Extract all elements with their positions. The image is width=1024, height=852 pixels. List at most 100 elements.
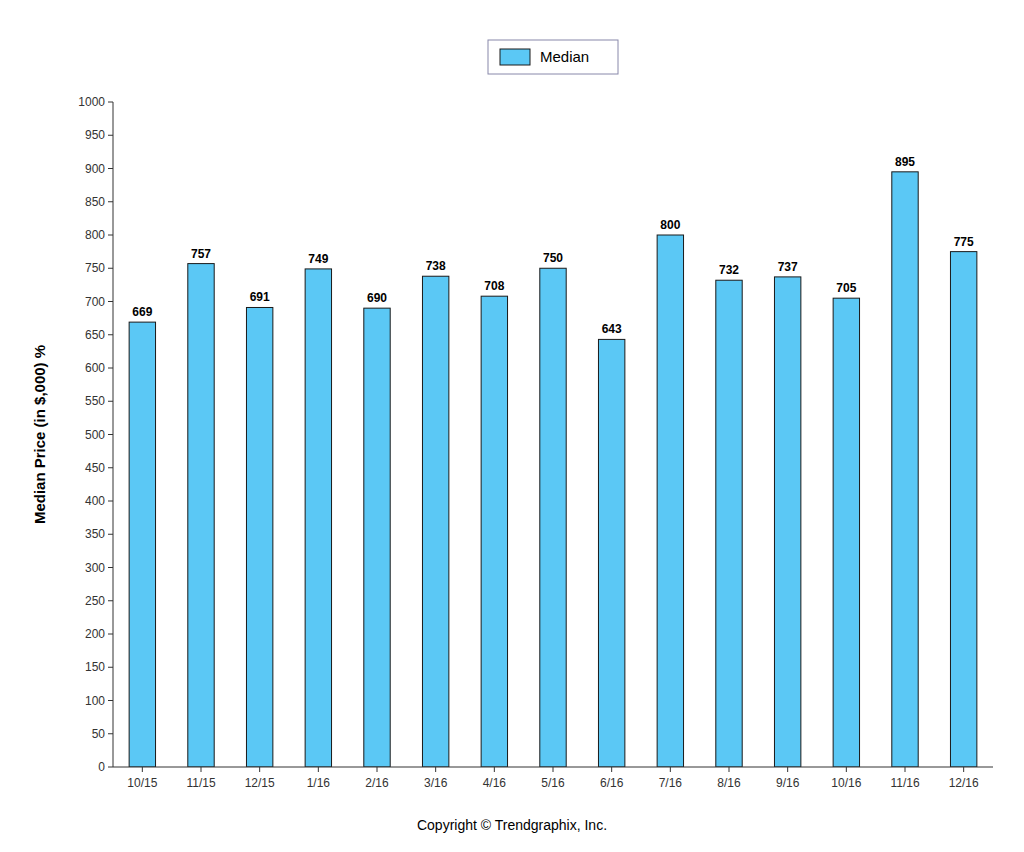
- y-tick: [108, 700, 113, 701]
- x-tick: [963, 767, 964, 772]
- y-tick: [108, 334, 113, 335]
- data-label: 708: [484, 279, 504, 293]
- x-tick-label: 9/16: [776, 776, 800, 790]
- data-label: 690: [367, 291, 387, 305]
- x-tick: [553, 767, 554, 772]
- x-tick-label: 7/16: [659, 776, 683, 790]
- bar: [657, 235, 683, 767]
- y-tick: [108, 467, 113, 468]
- y-tick: [108, 368, 113, 369]
- y-tick: [108, 301, 113, 302]
- data-label: 749: [308, 252, 328, 266]
- y-tick: [108, 201, 113, 202]
- x-tick: [259, 767, 260, 772]
- y-tick-label: 900: [85, 162, 105, 176]
- y-tick-label: 800: [85, 228, 105, 242]
- x-tick: [201, 767, 202, 772]
- y-tick-label: 0: [98, 760, 105, 774]
- legend-label: Median: [540, 48, 589, 65]
- data-label: 732: [719, 263, 739, 277]
- y-tick: [108, 135, 113, 136]
- y-tick: [108, 534, 113, 535]
- bar: [364, 308, 390, 767]
- bar: [598, 339, 624, 767]
- annotation: Copyright © Trendgraphix, Inc.: [417, 817, 607, 833]
- chart-container: 669 757 691 749 690 738 708 750 643 800 732 737 705 8…: [0, 0, 1024, 852]
- bar: [774, 277, 800, 767]
- x-tick-label: 6/16: [600, 776, 624, 790]
- y-tick-label: 100: [85, 694, 105, 708]
- bar: [246, 307, 272, 767]
- bar: [950, 252, 976, 767]
- y-tick-label: 850: [85, 195, 105, 209]
- bars: [129, 172, 977, 767]
- data-label: 738: [426, 259, 446, 273]
- y-tick-label: 450: [85, 461, 105, 475]
- x-tick-label: 11/15: [186, 776, 215, 790]
- bar: [892, 172, 918, 767]
- bar: [481, 296, 507, 767]
- data-label: 800: [660, 218, 680, 232]
- y-tick: [108, 767, 113, 768]
- y-tick-label: 550: [85, 394, 105, 408]
- y-tick-label: 600: [85, 361, 105, 375]
- data-label: 691: [250, 290, 270, 304]
- x-tick-label: 10/16: [831, 776, 861, 790]
- x-tick-label: 10/15: [127, 776, 157, 790]
- y-tick-label: 950: [85, 128, 105, 142]
- x-tick-label: 8/16: [717, 776, 741, 790]
- y-tick-label: 750: [85, 261, 105, 275]
- data-label: 669: [132, 305, 152, 319]
- data-label: 643: [602, 322, 622, 336]
- y-tick-label: 150: [85, 660, 105, 674]
- y-tick: [108, 235, 113, 236]
- x-tick-label: 12/16: [949, 776, 979, 790]
- x-tick: [494, 767, 495, 772]
- bar: [188, 264, 214, 767]
- legend-swatch: [500, 49, 530, 65]
- data-label: 737: [778, 260, 798, 274]
- x-tick-label: 4/16: [483, 776, 507, 790]
- y-tick: [108, 667, 113, 668]
- x-tick: [318, 767, 319, 772]
- y-tick-label: 500: [85, 428, 105, 442]
- x-tick: [142, 767, 143, 772]
- x-tick-label: 3/16: [424, 776, 448, 790]
- data-label: 775: [954, 235, 974, 249]
- x-tick: [846, 767, 847, 772]
- bar: [305, 269, 331, 767]
- x-tick: [787, 767, 788, 772]
- y-tick-label: 250: [85, 594, 105, 608]
- y-tick: [108, 600, 113, 601]
- y-tick: [108, 268, 113, 269]
- bar: [422, 276, 448, 767]
- y-tick-label: 350: [85, 527, 105, 541]
- x-tick: [729, 767, 730, 772]
- y-tick: [108, 634, 113, 635]
- x-tick-label: 2/16: [365, 776, 389, 790]
- y-tick-label: 50: [92, 727, 106, 741]
- x-tick: [670, 767, 671, 772]
- x-tick: [435, 767, 436, 772]
- x-tick-label: 12/15: [245, 776, 275, 790]
- y-tick: [108, 102, 113, 103]
- x-tick-label: 5/16: [541, 776, 565, 790]
- y-tick: [108, 733, 113, 734]
- x-tick: [905, 767, 906, 772]
- bar: [129, 322, 155, 767]
- legend-frame: [488, 40, 618, 74]
- y-tick: [108, 501, 113, 502]
- y-tick-label: 1000: [78, 95, 105, 109]
- y-tick-label: 400: [85, 494, 105, 508]
- data-label: 750: [543, 251, 563, 265]
- x-tick: [377, 767, 378, 772]
- y-tick: [108, 434, 113, 435]
- x-tick-label: 11/16: [890, 776, 919, 790]
- data-label: 895: [895, 155, 915, 169]
- data-label: 705: [836, 281, 856, 295]
- bar: [716, 280, 742, 767]
- background: [0, 0, 1024, 852]
- legend: Median: [488, 40, 618, 74]
- bar: [833, 298, 859, 767]
- data-label: 757: [191, 247, 211, 261]
